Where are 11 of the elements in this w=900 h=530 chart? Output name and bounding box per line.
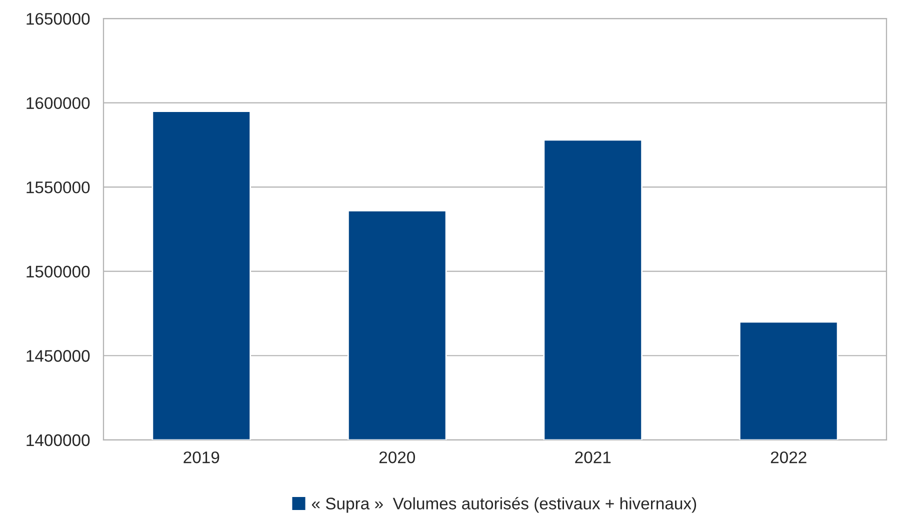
y-tick-label: 1650000: [26, 12, 90, 25]
y-tick-label: 1400000: [26, 434, 90, 446]
y-tick-label: 1450000: [26, 350, 90, 362]
y-tick-label: 1600000: [26, 97, 90, 110]
x-tick-label: 2020: [379, 451, 416, 464]
legend-label: « Supra » Volumes autorisés (estivaux + hivernaux): [312, 497, 696, 513]
y-tick-label: 1500000: [26, 266, 90, 278]
x-tick-label: 2021: [575, 451, 611, 464]
x-tick-label: 2019: [184, 451, 220, 464]
x-tick-label: 2022: [770, 451, 806, 464]
y-tick-label: 1550000: [26, 181, 90, 194]
